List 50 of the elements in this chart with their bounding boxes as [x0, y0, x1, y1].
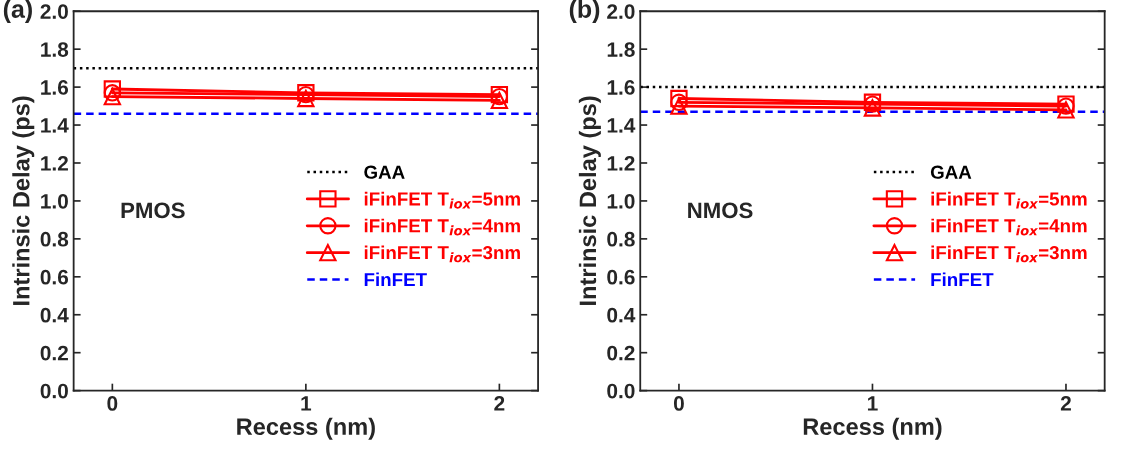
point — [103, 80, 122, 98]
y-tick-label: 1.0 — [607, 193, 635, 209]
text: (b) — [569, 0, 600, 23]
point — [490, 91, 509, 110]
x-tick-label: 2 — [494, 396, 505, 411]
y-tick-label: 1.2 — [41, 155, 68, 171]
y-tick-label: 2.0 — [607, 4, 635, 19]
x-axis-title: Recess (nm) — [237, 417, 375, 440]
y-tick-label: 2.0 — [40, 4, 68, 19]
legend-label: iFinFET T$_{iox}$=3nm — [364, 245, 520, 263]
legend-label: iFinFET T$_{iox}$=5nm — [364, 191, 520, 209]
x-tick-label: 1 — [301, 396, 312, 411]
y-tick-label: 0.2 — [40, 345, 68, 361]
y-axis-title: Intrinsic Delay (ps) — [578, 96, 601, 305]
annotation: PMOS — [121, 202, 185, 219]
x-tick-label: 2 — [1060, 396, 1071, 411]
point — [103, 87, 122, 106]
y-tick-label: 0.4 — [607, 307, 636, 323]
annotation: NMOS — [688, 202, 753, 219]
x-axis-title: Recess (nm) — [803, 417, 942, 440]
y-axis-title: Intrinsic Delay (ps) — [12, 96, 35, 305]
y-tick-label: 1.8 — [41, 42, 69, 57]
legend-label: GAA — [930, 165, 972, 179]
point — [297, 89, 315, 108]
y-tick-label: 0.0 — [40, 383, 68, 399]
y-tick-label: 0.4 — [40, 307, 69, 323]
y-tick-label: 0.8 — [40, 231, 69, 247]
x-tick-label: 1 — [867, 396, 878, 411]
y-tick-label: 0.6 — [607, 269, 635, 285]
text: (a) — [3, 0, 32, 23]
y-tick-label: 0.6 — [40, 269, 69, 285]
x-tick-label: 0 — [673, 396, 684, 411]
y-tick-label: 1.6 — [607, 80, 635, 95]
x-tick-label: 0 — [107, 396, 118, 411]
y-tick-label: 1.6 — [41, 80, 69, 95]
y-tick-label: 0.2 — [607, 345, 635, 361]
legend-label: FinFET — [931, 272, 994, 287]
legend-label: iFinFET T$_{iox}$=5nm — [931, 191, 1087, 209]
legend-label: GAA — [364, 165, 405, 179]
y-tick-label: 1.0 — [41, 193, 68, 209]
y-tick-label: 0.8 — [607, 231, 635, 247]
legend-label: iFinFET T$_{iox}$=3nm — [931, 245, 1087, 263]
legend-label: iFinFET T$_{iox}$=4nm — [364, 218, 520, 236]
legend-label: iFinFET T$_{iox}$=4nm — [931, 218, 1087, 236]
legend-label: FinFET — [364, 272, 427, 287]
y-tick-label: 1.4 — [607, 118, 636, 133]
y-tick-label: 1.8 — [607, 42, 635, 57]
y-tick-label: 0.0 — [607, 383, 635, 399]
y-tick-label: 1.2 — [607, 155, 635, 171]
y-tick-label: 1.4 — [41, 118, 69, 133]
